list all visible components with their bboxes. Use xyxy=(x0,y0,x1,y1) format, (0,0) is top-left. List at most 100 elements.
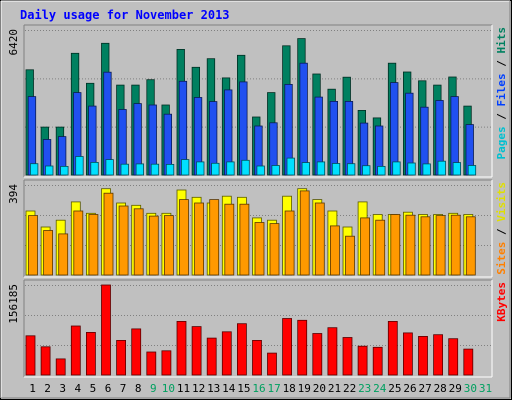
bar-kbytes-day-14 xyxy=(221,331,232,376)
bar-files-day-19 xyxy=(299,62,308,176)
bar-sites-day-11 xyxy=(179,199,189,276)
bar-sites-day-3 xyxy=(58,233,69,276)
bar-pages-day-4 xyxy=(75,156,84,176)
x-tick-label-day-13: 13 xyxy=(207,382,220,395)
bar-pages-day-30 xyxy=(467,165,477,176)
y-max-label: 6420 xyxy=(7,29,20,56)
bar-kbytes-day-1 xyxy=(25,335,36,376)
x-tick-label-day-18: 18 xyxy=(283,382,296,395)
bar-kbytes-day-8 xyxy=(131,328,142,376)
x-tick-label-day-23: 23 xyxy=(358,382,371,395)
bar-sites-day-24 xyxy=(375,219,386,276)
bar-pages-day-22 xyxy=(346,163,356,176)
bar-sites-day-30 xyxy=(465,216,476,276)
bar-sites-day-23 xyxy=(360,217,371,276)
series-kbytes xyxy=(25,284,474,376)
x-tick-label-day-17: 17 xyxy=(267,382,280,395)
bar-kbytes-day-5 xyxy=(86,331,96,376)
bar-kbytes-day-7 xyxy=(116,339,126,376)
series-files xyxy=(27,62,474,176)
panel-hits-files-pages: 6420 Pages / Files / Hits xyxy=(7,24,508,178)
series-axis-label-part: / xyxy=(495,54,508,74)
bar-sites-day-4 xyxy=(73,210,84,276)
bar-files-day-1 xyxy=(27,96,37,176)
bar-pages-day-2 xyxy=(45,165,54,176)
x-tick-label-day-26: 26 xyxy=(403,382,416,395)
x-tick-label-day-3: 3 xyxy=(59,382,66,395)
bar-kbytes-day-28 xyxy=(433,334,444,376)
series-axis-label-part: Pages xyxy=(495,126,508,159)
x-tick-label-day-6: 6 xyxy=(105,382,112,395)
bar-sites-day-1 xyxy=(28,215,38,276)
bar-kbytes-day-25 xyxy=(387,320,398,376)
bar-sites-day-25 xyxy=(390,214,401,276)
bar-kbytes-day-10 xyxy=(161,350,172,376)
bar-pages-day-16 xyxy=(256,165,265,176)
x-tick-label-day-8: 8 xyxy=(135,382,142,395)
bar-pages-day-17 xyxy=(271,165,280,176)
bar-kbytes-day-13 xyxy=(206,337,217,376)
x-tick-label-day-11: 11 xyxy=(177,382,190,395)
x-tick-label-day-4: 4 xyxy=(74,382,81,395)
bar-sites-day-17 xyxy=(269,223,280,276)
bar-kbytes-day-11 xyxy=(176,320,187,376)
bar-sites-day-19 xyxy=(299,190,310,276)
bar-pages-day-18 xyxy=(286,157,295,176)
bar-pages-day-21 xyxy=(331,163,341,176)
bar-sites-day-21 xyxy=(329,225,340,276)
bar-sites-day-22 xyxy=(345,235,355,276)
bar-sites-day-18 xyxy=(284,210,295,276)
x-tick-label-day-14: 14 xyxy=(222,382,236,395)
x-tick-label-day-15: 15 xyxy=(237,382,250,395)
bar-kbytes-day-22 xyxy=(342,337,353,376)
x-tick-label-day-30: 30 xyxy=(464,382,477,395)
x-tick-label-day-27: 27 xyxy=(418,382,431,395)
bar-pages-day-27 xyxy=(422,163,431,176)
bar-pages-day-12 xyxy=(196,161,205,176)
x-tick-label-day-7: 7 xyxy=(120,382,127,395)
bar-kbytes-day-24 xyxy=(372,346,383,376)
bar-sites-day-27 xyxy=(420,216,431,276)
bar-kbytes-day-12 xyxy=(191,326,202,376)
y-max-label: 156185 xyxy=(7,284,20,324)
series-axis-label: KBytes xyxy=(495,282,508,322)
bar-kbytes-day-9 xyxy=(146,351,157,376)
bar-pages-day-10 xyxy=(165,163,175,176)
bar-files-day-25 xyxy=(390,82,399,176)
bar-pages-day-28 xyxy=(437,160,446,176)
bar-kbytes-day-23 xyxy=(357,345,368,376)
x-tick-label-day-10: 10 xyxy=(162,382,175,395)
bar-sites-day-10 xyxy=(163,215,174,276)
bar-pages-day-19 xyxy=(301,162,311,176)
panel-kbytes: 156185 KBytes xyxy=(7,279,508,378)
bar-sites-day-2 xyxy=(43,230,53,276)
bar-pages-day-9 xyxy=(150,163,160,176)
bar-kbytes-day-3 xyxy=(55,358,66,376)
series-axis-label: Pages / Files / Hits xyxy=(495,27,508,160)
chart-title: Daily usage for November 2013 xyxy=(20,8,230,22)
bar-sites-day-5 xyxy=(88,214,99,276)
bar-sites-day-14 xyxy=(224,203,235,276)
bar-pages-day-3 xyxy=(60,165,69,176)
series-axis-label-part: Files xyxy=(495,73,508,106)
x-tick-label-day-31: 31 xyxy=(479,382,492,395)
series-axis-label-part: KBytes xyxy=(495,282,508,322)
bar-kbytes-day-27 xyxy=(418,335,428,376)
bar-sites-day-20 xyxy=(314,202,325,276)
series-pages xyxy=(29,156,477,176)
bar-sites-day-9 xyxy=(148,215,159,276)
bar-pages-day-14 xyxy=(226,161,235,176)
bar-sites-day-16 xyxy=(254,222,265,276)
bar-sites-day-15 xyxy=(239,203,250,276)
panel-visits-sites: 394 Sites / Visits xyxy=(7,179,508,278)
bar-pages-day-7 xyxy=(120,163,129,176)
series-axis-label-part: Sites xyxy=(495,242,508,275)
bar-pages-day-13 xyxy=(211,162,220,176)
x-tick-label-day-24: 24 xyxy=(373,382,387,395)
bar-pages-day-29 xyxy=(452,162,462,176)
x-tick-label-day-16: 16 xyxy=(252,382,265,395)
bar-sites-day-8 xyxy=(133,208,144,276)
series-axis-label-part: Visits xyxy=(495,182,508,222)
x-tick-label-day-28: 28 xyxy=(434,382,447,395)
